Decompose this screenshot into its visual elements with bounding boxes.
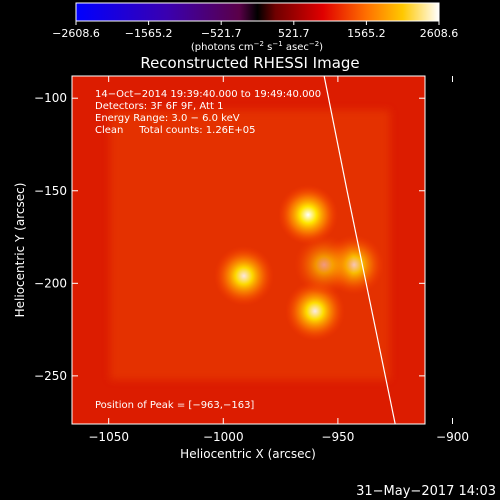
peak-position-label: Position of Peak = [−963,−163] [95, 400, 254, 411]
y-tick-label: −150 [34, 184, 67, 198]
y-axis-label: Heliocentric Y (arcsec) [13, 183, 27, 318]
colorbar-tick-label: 521.7 [278, 27, 310, 40]
info-line: Energy Range: 3.0 − 6.0 keV [95, 113, 240, 124]
emission-source [284, 281, 345, 342]
plot-frame [71, 75, 426, 425]
emission-source [278, 184, 339, 245]
colorbar-tick-label: −521.7 [201, 27, 242, 40]
y-tick-label: −200 [34, 276, 67, 290]
info-line: 14−Oct−2014 19:39:40.000 to 19:49:40.000 [95, 89, 321, 100]
colorbar-unit: (photons cm−2 s−1 asec−2) [191, 40, 323, 53]
colorbar-gradient [76, 3, 439, 21]
observation-info: 14−Oct−2014 19:39:40.000 to 19:49:40.000… [95, 89, 321, 411]
colorbar-tick-label: 1565.2 [347, 27, 386, 40]
solar-limb [323, 76, 396, 424]
x-axis-label: Heliocentric X (arcsec) [180, 447, 316, 461]
chart-title: Reconstructed RHESSI Image [140, 54, 359, 72]
x-tick-label: −1000 [203, 430, 244, 444]
colorbar-tick-label: 2608.6 [420, 27, 459, 40]
x-tick-label: −1050 [88, 430, 129, 444]
colorbar-tick-label: −2608.6 [52, 27, 100, 40]
x-tick-label: −900 [436, 430, 469, 444]
colorbar-frame [75, 2, 440, 22]
x-tick-label: −950 [321, 430, 354, 444]
emission-source [213, 245, 274, 306]
info-line: Detectors: 3F 6F 9F, Att 1 [95, 101, 223, 112]
y-tick-label: −100 [34, 91, 67, 105]
emission-source [294, 234, 355, 295]
colorbar: −2608.6 −1565.2 −521.7 521.7 1565.2 2608… [52, 2, 459, 53]
colorbar-tick-label: −1565.2 [125, 27, 173, 40]
image-area [72, 76, 425, 424]
info-line: Clean Total counts: 1.26E+05 [95, 125, 255, 136]
y-tick-label: −250 [34, 369, 67, 383]
footer-timestamp: 31−May−2017 14:03 [356, 484, 496, 499]
